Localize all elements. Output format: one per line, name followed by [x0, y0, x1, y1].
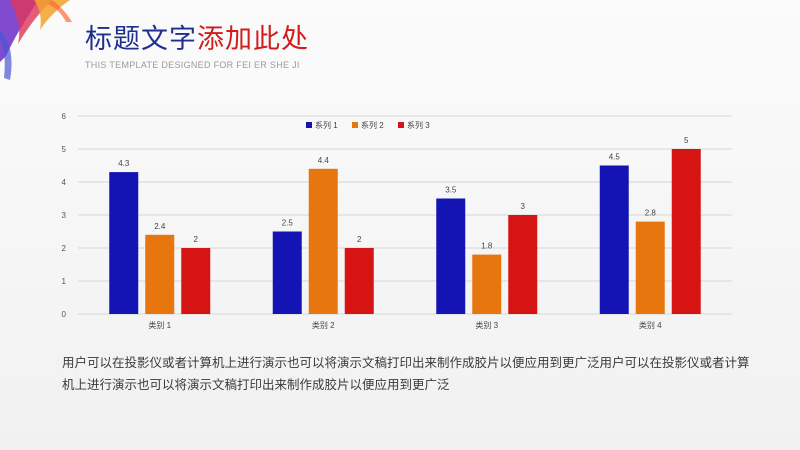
body-paragraph: 用户可以在投影仪或者计算机上进行演示也可以将演示文稿打印出来制作成胶片以便应用到… — [62, 355, 750, 392]
legend-label: 系列 2 — [361, 120, 384, 130]
data-label: 5 — [684, 136, 689, 145]
bar — [472, 254, 502, 314]
y-tick-label: 2 — [62, 244, 67, 253]
data-label: 2.5 — [282, 219, 294, 228]
bar — [344, 248, 374, 314]
bar — [181, 248, 211, 314]
data-label: 4.3 — [118, 159, 130, 168]
legend-swatch — [352, 122, 358, 128]
y-tick-label: 1 — [62, 277, 67, 286]
x-tick-label: 类别 4 — [639, 320, 662, 330]
data-label: 3.5 — [445, 186, 457, 195]
data-label: 2 — [357, 235, 362, 244]
data-label: 1.8 — [481, 242, 493, 251]
y-tick-label: 3 — [62, 211, 67, 220]
x-tick-label: 类别 3 — [475, 320, 498, 330]
bar — [436, 198, 466, 314]
bar — [145, 234, 175, 314]
y-tick-label: 6 — [62, 112, 67, 121]
legend-swatch — [398, 122, 404, 128]
bar-chart: 0 1 2 3 4 5 6 4.3 2.4 2 类别 1 2.5 4.4 2 类别 2 3.5 1.8 3 类别 3… — [62, 112, 732, 330]
y-tick-label: 4 — [62, 178, 67, 187]
title-part-1: 标题文字 — [85, 24, 197, 55]
bar — [308, 168, 338, 314]
legend-label: 系列 1 — [315, 120, 338, 130]
paint-splash-decoration — [0, 0, 72, 80]
bar — [635, 221, 665, 314]
data-label: 4.5 — [609, 153, 621, 162]
legend-label: 系列 3 — [407, 120, 430, 130]
bar — [671, 149, 701, 314]
data-label: 2.8 — [645, 209, 657, 218]
legend-swatch — [306, 122, 312, 128]
data-label: 2.4 — [154, 222, 166, 231]
data-label: 3 — [521, 202, 526, 211]
x-tick-label: 类别 1 — [148, 320, 171, 330]
y-tick-label: 0 — [62, 310, 67, 319]
y-tick-label: 5 — [62, 145, 67, 154]
x-tick-label: 类别 2 — [312, 320, 335, 330]
bar — [508, 215, 538, 314]
page-subtitle: THIS TEMPLATE DESIGNED FOR FEI ER SHE JI — [85, 60, 300, 70]
title-part-2: 添加此处 — [197, 24, 309, 55]
data-label: 2 — [194, 235, 199, 244]
bar — [109, 172, 139, 314]
bar — [599, 165, 629, 314]
page-title: 标题文字添加此处 — [85, 24, 309, 56]
bar — [272, 231, 302, 314]
data-label: 4.4 — [318, 156, 330, 165]
